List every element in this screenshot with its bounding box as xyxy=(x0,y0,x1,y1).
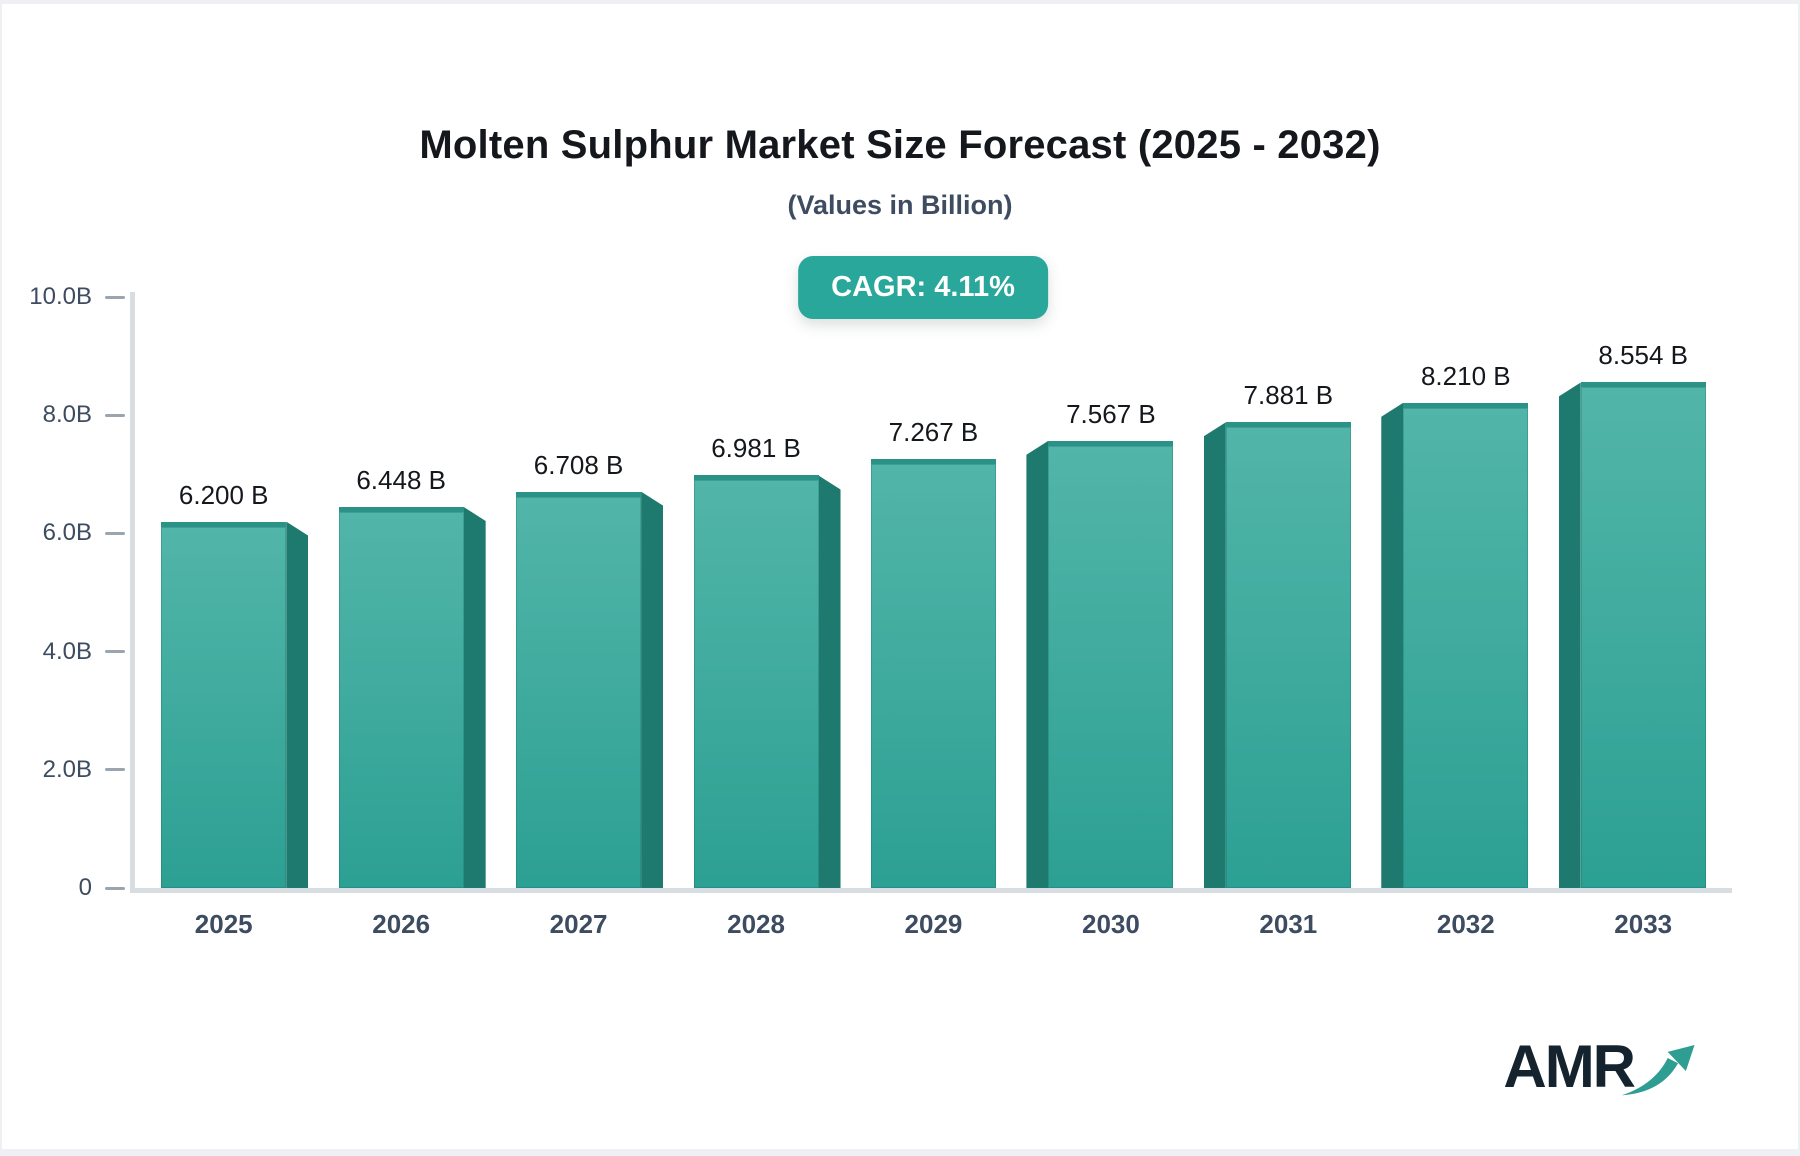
bar-slot: 7.267 B 2029 xyxy=(845,297,1022,939)
bar-value-label: 7.881 B xyxy=(1243,380,1334,411)
bar-value-label: 6.448 B xyxy=(356,464,446,495)
bar-slot: 8.554 B 2033 xyxy=(1555,297,1732,939)
bar-front-face xyxy=(1225,422,1351,888)
bar-3d-side-face xyxy=(463,506,486,888)
bar-3d-side-face xyxy=(641,491,664,888)
bar-front-face xyxy=(516,491,642,888)
x-tick-label: 2030 xyxy=(1081,909,1140,939)
x-tick-label: 2028 xyxy=(727,909,785,939)
bar-2030[interactable]: 7.567 B xyxy=(1026,399,1174,888)
x-tick-label: 2026 xyxy=(372,909,431,939)
bar-front-face xyxy=(1048,440,1174,888)
bar-3d-side-face xyxy=(1558,382,1581,888)
bar-3d-side-face xyxy=(286,521,309,888)
x-tick-label: 2027 xyxy=(549,909,608,939)
y-tick-label: 4.0B xyxy=(42,637,92,665)
bar-front-face xyxy=(161,521,287,888)
bar-value-label: 6.981 B xyxy=(711,433,801,464)
bar-3d-side-face xyxy=(1381,402,1404,888)
bar-front-face xyxy=(870,458,996,888)
bar-slot: 6.200 B 2025 xyxy=(135,297,312,939)
x-tick-label: 2031 xyxy=(1259,909,1318,939)
bar-2026[interactable]: 6.448 B xyxy=(338,465,486,888)
x-tick-label: 2029 xyxy=(904,909,963,939)
bar-3d-side-face xyxy=(1026,440,1049,888)
x-axis-line xyxy=(130,888,1732,893)
logo-text: AMR xyxy=(1503,1033,1636,1100)
bar-slot: 7.881 B 2031 xyxy=(1200,297,1377,939)
amr-logo: AMR xyxy=(1503,1037,1698,1097)
bar-front-face xyxy=(1403,402,1529,888)
y-tick-dash xyxy=(105,768,125,772)
y-tick-dash xyxy=(105,650,125,654)
chart-title: Molten Sulphur Market Size Forecast (202… xyxy=(419,122,1381,167)
bar-value-label: 6.708 B xyxy=(533,449,624,480)
y-tick-label: 2.0B xyxy=(42,755,92,783)
y-tick-dash xyxy=(105,295,125,299)
plot-area: 10.0B 8.0B 6.0B 4.0B 2.0B 0 6.200 B 2025 6.448 … xyxy=(29,283,1732,939)
y-tick: 10.0B xyxy=(26,283,125,311)
bar-2027[interactable]: 6.708 B xyxy=(516,450,664,888)
y-tick-label: 10.0B xyxy=(29,283,92,310)
y-tick-label: 6.0B xyxy=(42,519,92,547)
bar-front-face xyxy=(338,506,464,888)
bar-slot: 6.448 B 2026 xyxy=(312,297,489,939)
bar-2033[interactable]: 8.554 B xyxy=(1558,340,1706,888)
bar-slot: 8.210 B 2032 xyxy=(1377,297,1554,939)
chart-card: Molten Sulphur Market Size Forecast (202… xyxy=(2,4,1798,1149)
y-tick: 2.0B xyxy=(26,756,125,784)
bar-front-face xyxy=(693,475,819,888)
bar-front-face xyxy=(1580,382,1706,888)
bar-2032[interactable]: 8.210 B xyxy=(1381,361,1529,888)
y-tick-label: 0 xyxy=(78,874,92,901)
bar-2025[interactable]: 6.200 B xyxy=(161,480,309,888)
bar-2028[interactable]: 6.981 B xyxy=(693,433,841,888)
y-axis: 10.0B 8.0B 6.0B 4.0B 2.0B 0 xyxy=(29,283,1732,901)
bar-slot: 7.567 B 2030 xyxy=(1022,297,1199,939)
bar-3d-side-face xyxy=(818,475,841,888)
bar-slot: 6.981 B 2028 xyxy=(667,297,844,939)
y-tick-dash xyxy=(105,413,125,417)
chart-subtitle: (Values in Billion) xyxy=(787,190,1013,221)
bar-3d-side-face xyxy=(1203,422,1226,888)
bar-2031[interactable]: 7.881 B xyxy=(1203,380,1351,888)
y-tick: 4.0B xyxy=(26,638,125,666)
bar-value-label: 6.200 B xyxy=(178,479,269,510)
bar-slot: 6.708 B 2027 xyxy=(490,297,667,939)
cagr-badge: CAGR: 4.11% xyxy=(798,256,1048,319)
y-tick-dash xyxy=(105,531,125,535)
x-tick-label: 2033 xyxy=(1614,909,1673,939)
y-tick: 6.0B xyxy=(26,519,125,547)
x-tick-label: 2025 xyxy=(194,909,253,939)
y-tick: 0 xyxy=(26,874,125,902)
bar-value-label: 8.554 B xyxy=(1598,340,1689,371)
y-tick-label: 8.0B xyxy=(42,401,92,429)
bar-value-label: 8.210 B xyxy=(1420,360,1511,391)
bar-value-label: 7.267 B xyxy=(888,416,979,447)
x-tick-label: 2032 xyxy=(1436,909,1495,939)
bar-value-label: 7.567 B xyxy=(1066,398,1156,429)
trending-up-arrow-icon xyxy=(1621,1045,1695,1096)
bar-2029[interactable]: 7.267 B xyxy=(870,417,996,888)
y-axis-line xyxy=(130,292,135,888)
bar-series: 6.200 B 2025 6.448 B 2026 6.708 B 2027 6.981 B… xyxy=(135,297,1732,939)
y-tick: 8.0B xyxy=(26,401,125,429)
y-tick-dash xyxy=(105,886,125,890)
